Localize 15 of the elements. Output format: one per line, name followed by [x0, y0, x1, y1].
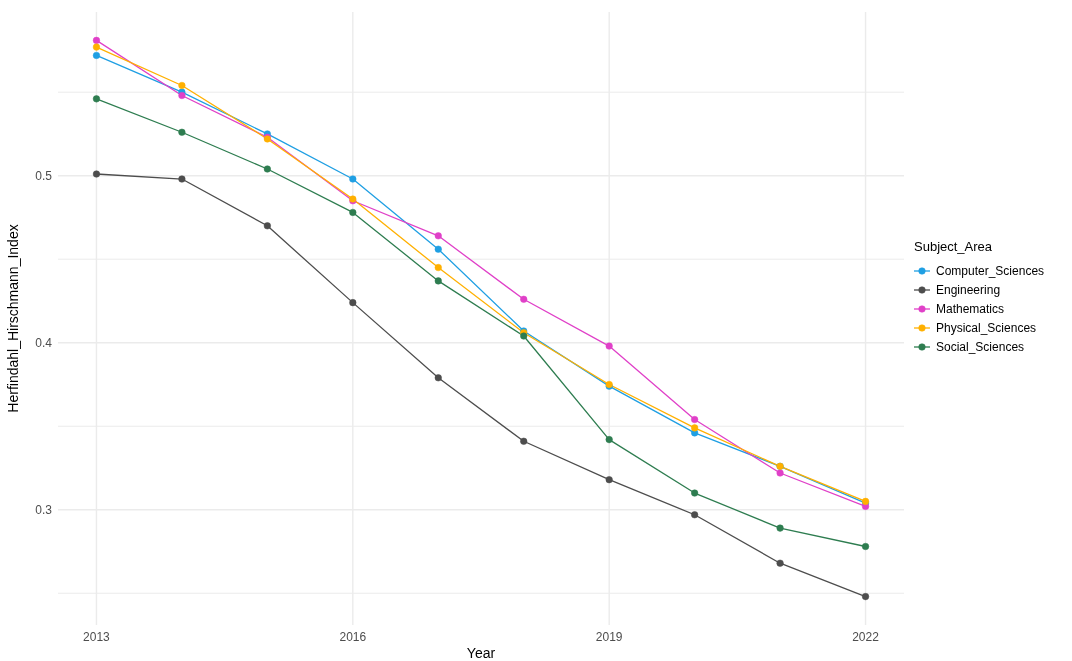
y-tick-label: 0.5 [35, 168, 53, 183]
x-tick-label: 2013 [83, 630, 111, 644]
legend-title: Subject_Area [914, 239, 993, 254]
x-tick-label: 2019 [595, 630, 623, 644]
x-axis-title: Year [466, 645, 496, 661]
y-tick-label: 0.4 [35, 335, 53, 350]
legend-label: Physical_Sciences [936, 321, 1037, 336]
legend-label: Social_Sciences [936, 340, 1025, 355]
x-tick-label: 2016 [339, 630, 367, 644]
x-tick-label: 2022 [852, 630, 880, 644]
legend-label: Engineering [936, 283, 1001, 298]
y-axis-title: Herfindahl_Hirschmann_Index [5, 224, 21, 413]
y-tick-label: 0.3 [35, 502, 53, 517]
legend-label: Mathematics [936, 302, 1005, 317]
legend-label: Computer_Sciences [936, 264, 1045, 279]
